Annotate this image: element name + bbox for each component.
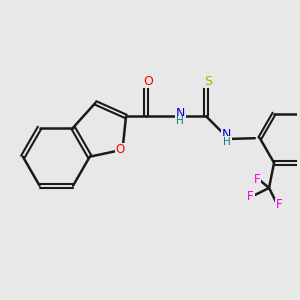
Text: F: F xyxy=(247,190,254,203)
Text: F: F xyxy=(254,173,261,186)
Text: O: O xyxy=(115,143,124,156)
Text: H: H xyxy=(223,136,230,147)
Text: S: S xyxy=(204,75,212,88)
Text: H: H xyxy=(176,116,184,127)
Text: F: F xyxy=(276,198,282,211)
Text: N: N xyxy=(176,107,185,120)
Text: O: O xyxy=(143,75,153,88)
Text: N: N xyxy=(222,128,231,141)
